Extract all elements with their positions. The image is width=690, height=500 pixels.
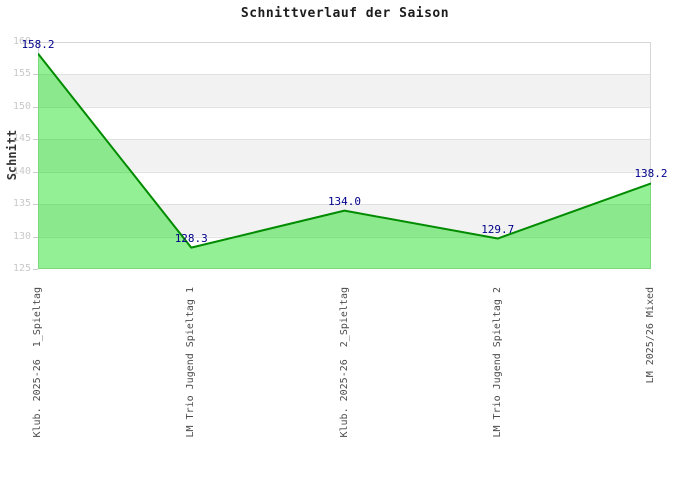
plot-band <box>38 106 651 140</box>
y-tick-label: 155 <box>12 68 31 80</box>
point-value-label: 138.2 <box>634 167 668 181</box>
y-tick-mark <box>33 204 38 205</box>
x-tick-label: LM Trio Jugend Spieltag 1 <box>185 287 197 438</box>
y-tick-mark <box>33 139 38 140</box>
y-tick-mark <box>33 107 38 108</box>
y-tick-label: 145 <box>12 133 31 145</box>
plot-band <box>38 171 651 205</box>
y-tick-mark <box>33 42 38 43</box>
y-tick-label: 135 <box>12 198 31 210</box>
y-tick-mark <box>33 172 38 173</box>
y-tick-label: 160 <box>12 36 31 47</box>
plot-band <box>38 42 651 75</box>
y-tick-mark <box>33 237 38 238</box>
point-value-label: 129.7 <box>481 222 515 236</box>
y-tick-mark <box>33 74 38 75</box>
plot-band <box>38 74 651 107</box>
plot-band <box>38 139 651 172</box>
plot-band <box>38 236 651 269</box>
plot-border <box>38 42 651 269</box>
y-axis-title: Schnitt <box>5 129 19 181</box>
x-tick-label: LM 2025/26 Mixed <box>645 287 656 384</box>
plot-area <box>38 42 651 269</box>
y-tick-label: 150 <box>12 100 31 112</box>
point-value-label: 128.3 <box>174 231 208 245</box>
x-tick-label: Klub. 2025-26 1_Spieltag <box>32 287 43 438</box>
series-line <box>38 53 651 249</box>
point-value-label: 134.0 <box>327 194 362 208</box>
chart-title: Schnittverlauf der Saison <box>240 6 450 21</box>
y-tick-label: 140 <box>12 165 31 177</box>
point-value-label: 158.2 <box>21 37 55 51</box>
y-tick-label: 125 <box>12 263 31 274</box>
y-tick-label: 130 <box>12 230 31 242</box>
series-area <box>38 53 651 269</box>
y-tick-mark <box>33 269 38 270</box>
x-tick-label: Klub. 2025-26 2_Spieltag <box>338 287 350 438</box>
x-tick-label: LM Trio Jugend Spieltag 2 <box>491 287 503 438</box>
